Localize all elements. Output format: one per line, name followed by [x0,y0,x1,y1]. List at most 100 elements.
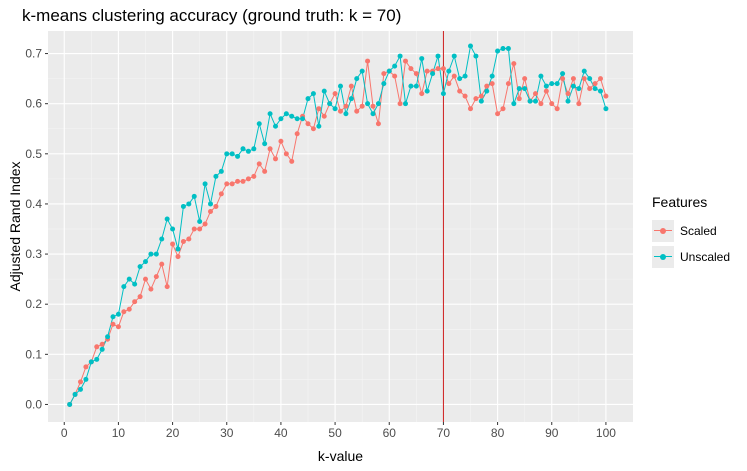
data-point-unscaled [240,146,246,152]
data-point-unscaled [327,101,333,107]
legend-key-unscaled [652,246,674,268]
data-point-scaled [587,86,593,92]
data-point-scaled [468,106,473,112]
data-point-scaled [153,274,159,280]
data-point-unscaled [267,111,273,117]
data-point-scaled [592,81,598,87]
data-point-unscaled [197,218,203,224]
data-point-scaled [549,101,555,107]
legend-item-scaled: Scaled [652,218,730,244]
data-point-scaled [218,191,224,197]
data-point-scaled [283,151,289,157]
y-axis-title: Adjusted Rand Index [7,162,23,292]
data-point-scaled [180,239,186,245]
data-point-unscaled [505,46,511,52]
data-point-scaled [473,96,479,102]
data-point-scaled [462,93,468,99]
data-point-unscaled [365,101,371,107]
data-point-scaled [478,93,484,99]
data-point-unscaled [235,153,241,159]
data-point-scaled [245,176,251,182]
data-point-scaled [224,181,230,187]
data-point-unscaled [273,123,278,129]
data-point-unscaled [83,376,89,382]
data-point-scaled [581,76,587,82]
data-point-unscaled [419,56,425,62]
data-point-scaled [240,178,246,184]
data-point-unscaled [338,83,343,89]
data-point-scaled [500,106,506,112]
data-point-scaled [251,173,257,179]
data-point-unscaled [403,101,408,107]
data-point-scaled [262,168,268,174]
data-point-scaled [603,93,609,99]
data-point-scaled [570,76,576,82]
data-point-unscaled [587,76,593,82]
data-point-unscaled [500,46,506,52]
y-tick-label: 0.2 [25,297,42,311]
data-point-scaled [484,83,490,89]
data-point-unscaled [289,113,295,119]
x-tick-label: 50 [328,426,342,440]
data-point-scaled [235,178,241,184]
data-point-scaled [267,146,273,152]
data-point-scaled [170,241,176,247]
y-tick-label: 0.5 [25,147,42,161]
data-point-unscaled [256,121,262,127]
data-point-unscaled [137,264,143,270]
data-point-unscaled [262,141,268,147]
data-point-unscaled [511,101,517,107]
data-point-unscaled [218,168,224,174]
x-tick-label: 80 [491,426,505,440]
data-point-scaled [576,101,582,107]
data-point-scaled [538,101,544,107]
data-point-scaled [381,71,387,77]
data-point-unscaled [522,86,528,92]
data-point-scaled [175,254,181,260]
data-point-scaled [332,91,338,97]
data-point-unscaled [316,123,322,129]
data-point-unscaled [397,53,403,59]
data-point-scaled [310,126,316,132]
x-tick-label: 0 [61,426,68,440]
y-tick-label: 0.7 [25,47,42,61]
data-point-scaled [83,364,89,370]
data-point-scaled [208,208,213,214]
legend-label-unscaled: Unscaled [680,250,731,264]
legend: Features Scaled Unscaled [652,194,730,270]
data-point-unscaled [478,98,484,104]
data-point-scaled [289,158,295,164]
legend-title: Features [652,194,708,210]
data-point-scaled [110,321,116,327]
data-point-unscaled [560,71,566,77]
data-point-unscaled [527,98,533,104]
data-point-unscaled [72,391,78,397]
x-tick-label: 90 [545,426,559,440]
data-point-scaled [359,103,365,109]
x-tick-label: 70 [437,426,451,440]
data-point-scaled [565,91,571,97]
data-point-scaled [348,83,354,89]
data-point-scaled [148,286,154,292]
y-tick-label: 0.3 [25,247,42,261]
data-point-scaled [126,306,132,312]
data-point-scaled [489,81,495,87]
x-tick-label: 20 [166,426,180,440]
data-point-unscaled [451,53,457,59]
data-point-unscaled [435,53,441,59]
data-point-unscaled [381,81,387,87]
chart-title: k-means clustering accuracy (ground trut… [22,6,402,25]
data-point-unscaled [148,251,154,257]
data-point-unscaled [375,101,381,107]
data-point-unscaled [543,83,549,89]
data-point-unscaled [348,96,354,102]
x-tick-label: 100 [596,426,616,440]
y-tick-label: 0.4 [25,197,42,211]
x-axis-title: k-value [318,448,363,464]
data-point-unscaled [598,88,603,94]
data-point-scaled [392,73,398,79]
data-point-unscaled [186,201,192,207]
data-point-unscaled [413,83,419,89]
data-point-unscaled [310,91,316,97]
